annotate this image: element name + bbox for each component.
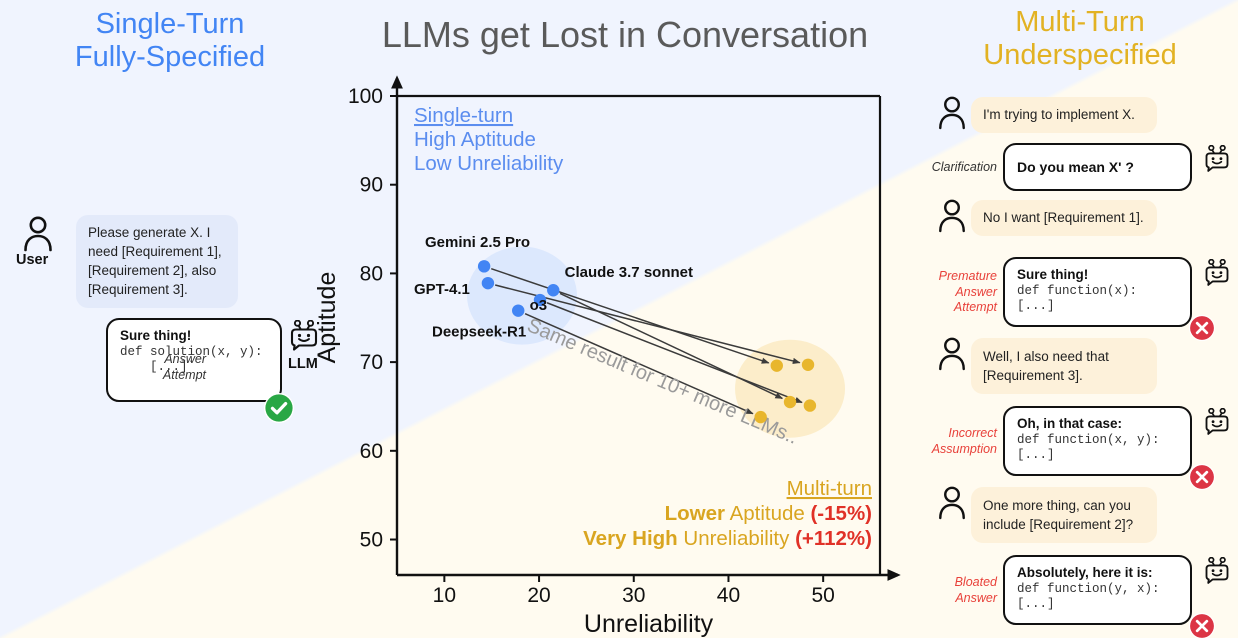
right-user-message-bubble: No I want [Requirement 1]. xyxy=(971,200,1157,236)
check-badge-icon xyxy=(263,392,295,424)
x-axis-tick-label: 40 xyxy=(717,584,740,607)
data-point xyxy=(754,410,767,424)
data-point xyxy=(481,276,495,290)
right-user-message-bubble: I'm trying to implement X. xyxy=(971,97,1157,133)
y-axis-tick-label: 70 xyxy=(360,351,383,374)
right-llm-answer-bubble: Do you mean X' ? xyxy=(1003,143,1192,191)
left-answer-side-label-line2: Attempt xyxy=(162,367,206,382)
person-icon xyxy=(937,337,967,376)
y-axis-tick-label: 60 xyxy=(360,440,383,463)
left-panel-title: Single-Turn Fully-Specified xyxy=(40,8,300,75)
right-llm-answer-bubble: Sure thing! def function(x): [...] xyxy=(1003,257,1192,327)
right-llm-answer-code-line2: [...] xyxy=(1017,299,1055,314)
right-llm-side-label-line: Incorrect xyxy=(948,426,997,440)
right-llm-side-label-line: Premature xyxy=(938,269,997,283)
person-icon xyxy=(22,216,54,257)
data-point xyxy=(512,304,525,317)
robot-icon xyxy=(288,319,320,359)
right-user-message-bubble: One more thing, can you include [Require… xyxy=(971,487,1157,543)
right-llm-answer-header: Absolutely, here it is: xyxy=(1017,565,1153,580)
y-axis-tick-label: 80 xyxy=(360,262,383,285)
single-turn-annotation-line1: Single-turn xyxy=(414,104,513,127)
person-icon xyxy=(937,199,967,238)
model-label: Gemini 2.5 Pro xyxy=(425,234,530,251)
person-icon xyxy=(937,96,967,135)
model-label: GPT-4.1 xyxy=(414,281,470,298)
x-axis-tick-label: 30 xyxy=(622,584,645,607)
model-label: Deepseek-R1 xyxy=(432,323,526,340)
x-axis-tick-label: 10 xyxy=(433,584,456,607)
right-llm-answer-header: Sure thing! xyxy=(1017,267,1089,282)
right-llm-side-label-line: Clarification xyxy=(931,160,997,174)
right-llm-side-label: Incorrect Assumption xyxy=(925,426,997,457)
y-axis-title: Aptitude xyxy=(313,272,341,364)
right-llm-side-label-line: Answer xyxy=(955,590,997,605)
left-answer-side-label-line1: Answer xyxy=(164,352,206,366)
y-axis-tick-label: 90 xyxy=(360,174,383,197)
robot-icon xyxy=(1203,556,1231,592)
left-llm-answer-code-line1: def solution(x, y): xyxy=(120,344,263,359)
right-llm-plain-text: Do you mean X' ? xyxy=(1017,159,1134,175)
data-point xyxy=(547,284,560,297)
x-axis-tick-label: 50 xyxy=(811,584,834,607)
user-role-label: User xyxy=(16,252,49,268)
robot-icon xyxy=(1203,258,1231,294)
person-icon xyxy=(937,486,967,525)
right-llm-side-label: Premature Answer Attempt xyxy=(925,269,997,316)
multi-turn-annotation-line3: Very High Unreliability (+112%) xyxy=(583,527,872,550)
y-axis-tick-label: 50 xyxy=(360,529,383,552)
robot-icon xyxy=(1203,144,1231,180)
data-point xyxy=(770,359,783,372)
right-llm-side-label-line: Bloated xyxy=(954,575,997,589)
robot-icon xyxy=(1203,407,1231,443)
x-axis-tick-label: 20 xyxy=(527,584,550,607)
right-llm-answer-header: Oh, in that case: xyxy=(1017,416,1123,431)
data-point xyxy=(803,399,817,412)
data-point xyxy=(533,293,547,307)
data-point xyxy=(477,260,491,273)
right-llm-side-label-line: Assumption xyxy=(931,441,997,456)
left-llm-answer-code-line2: [...]` xyxy=(120,360,196,375)
right-user-message-bubble: Well, I also need that [Requirement 3]. xyxy=(971,338,1157,394)
page-title: LLMs get Lost in Conversation xyxy=(381,14,869,55)
x-badge-icon xyxy=(1188,463,1216,491)
x-axis-title: Unreliability xyxy=(584,610,714,638)
right-panel-title-line2: Underspecified xyxy=(983,39,1177,72)
single-turn-annotation-line3: Low Unreliability xyxy=(414,152,564,175)
right-llm-answer-code-line1: def function(x): xyxy=(1017,283,1138,298)
right-llm-answer-bubble: Oh, in that case: def function(x, y): [...… xyxy=(1003,406,1192,476)
scatter-chart: 50 60 70 80 90 100 10 20 30 40 50 Unreliability Apti… xyxy=(300,70,920,638)
left-llm-answer-bubble: Sure thing! def solution(x, y): [...]` xyxy=(106,318,282,402)
llm-role-label: LLM xyxy=(288,356,318,372)
right-llm-side-label: Bloated Answer xyxy=(925,575,997,606)
data-point xyxy=(801,358,815,371)
model-label: o3 xyxy=(530,297,548,314)
y-axis-tick-label: 100 xyxy=(348,85,383,108)
multi-turn-annotation-line1: Multi-turn xyxy=(787,477,872,500)
left-panel-title-line2: Fully-Specified xyxy=(74,41,266,74)
right-llm-answer-code-line1: def function(y, x): xyxy=(1017,581,1160,596)
right-llm-side-label: Clarification xyxy=(925,160,997,176)
model-label: Claude 3.7 sonnet xyxy=(565,264,693,281)
left-user-message-bubble: Please generate X. I need [Requirement 1… xyxy=(76,215,238,308)
left-answer-side-label: Answer Attempt xyxy=(140,352,206,383)
right-llm-answer-code-line2: [...] xyxy=(1017,448,1055,463)
right-panel-title-line1: Multi-Turn xyxy=(1015,6,1145,38)
left-llm-answer-header: Sure thing! xyxy=(120,328,192,343)
data-point xyxy=(783,395,797,409)
x-badge-icon xyxy=(1188,314,1216,342)
right-llm-answer-bubble: Absolutely, here it is: def function(y, x… xyxy=(1003,555,1192,625)
x-badge-icon xyxy=(1188,612,1216,638)
left-panel-title-line1: Single-Turn xyxy=(95,8,245,40)
right-llm-side-label-line: Answer xyxy=(955,284,997,299)
right-llm-answer-code-line2: [...] xyxy=(1017,597,1055,612)
right-panel-title: Multi-Turn Underspecified xyxy=(940,6,1220,73)
multi-turn-annotation-line2: Lower Aptitude (-15%) xyxy=(665,502,872,525)
right-llm-answer-code-line1: def function(x, y): xyxy=(1017,432,1160,447)
right-llm-side-label-line: Attempt xyxy=(953,300,997,315)
single-turn-annotation-line2: High Aptitude xyxy=(414,128,536,151)
